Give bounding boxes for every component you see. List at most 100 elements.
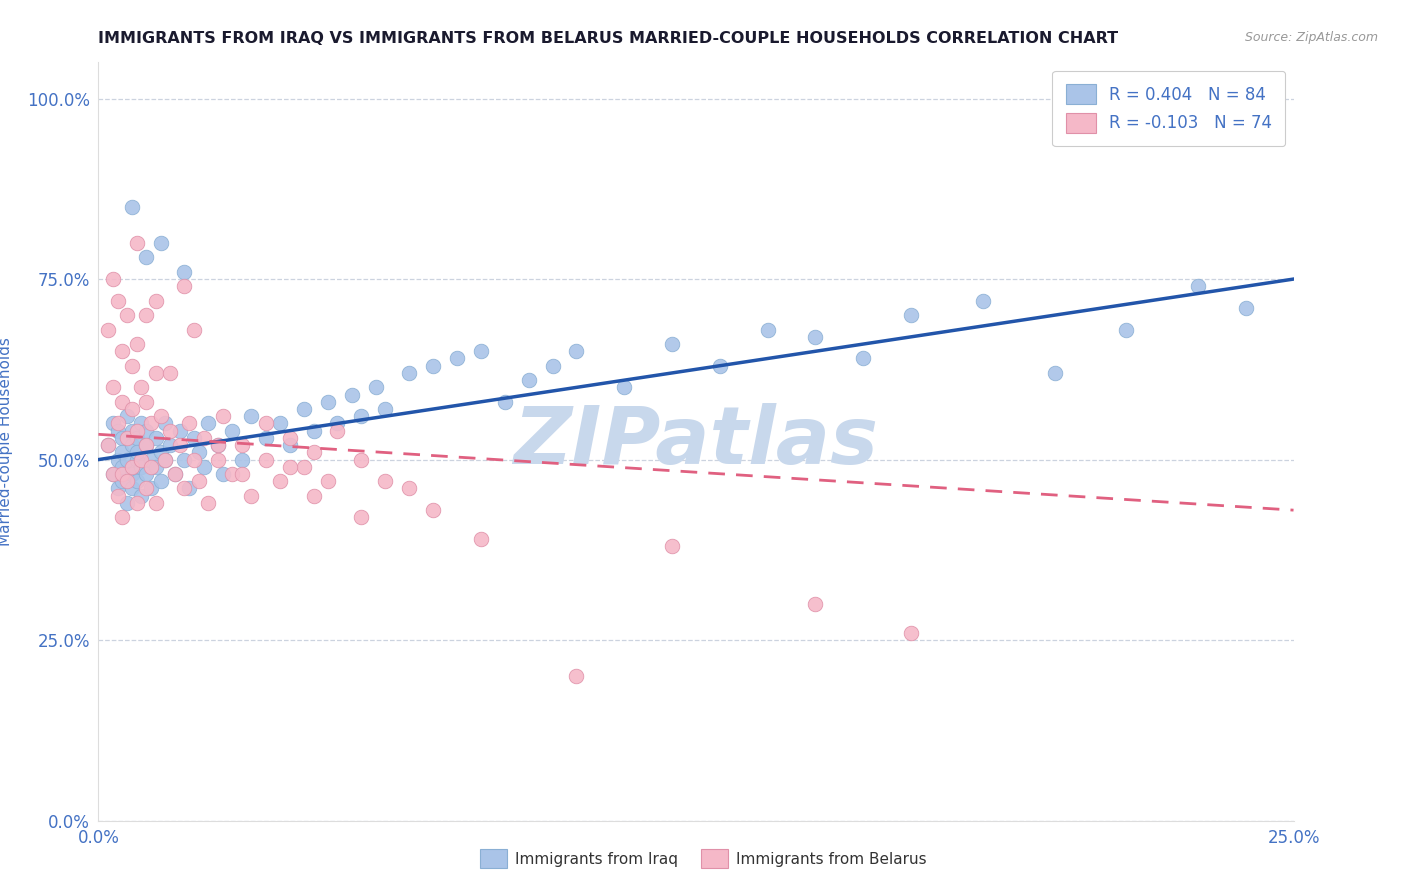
Point: [302, 489, 325, 503]
Point: [254, 452, 277, 467]
Point: [145, 431, 167, 445]
Point: [107, 293, 129, 308]
Point: [231, 438, 253, 452]
Point: [398, 366, 420, 380]
Point: [565, 344, 588, 359]
Point: [173, 279, 195, 293]
Point: [302, 424, 325, 438]
Point: [135, 438, 157, 452]
Point: [125, 337, 148, 351]
Point: [135, 467, 157, 481]
Point: [446, 351, 468, 366]
Point: [115, 496, 138, 510]
Point: [240, 489, 263, 503]
Point: [125, 431, 148, 445]
Point: [125, 496, 148, 510]
Point: [97, 438, 120, 452]
Point: [179, 417, 201, 431]
Point: [422, 359, 444, 373]
Point: [207, 438, 229, 452]
Point: [756, 323, 779, 337]
Point: [159, 366, 181, 380]
Point: [183, 431, 205, 445]
Point: [121, 402, 143, 417]
Point: [149, 409, 172, 424]
Point: [350, 452, 373, 467]
Point: [101, 380, 124, 394]
Y-axis label: Married-couple Households: Married-couple Households: [0, 337, 13, 546]
Legend: R = 0.404   N = 84, R = -0.103   N = 74: R = 0.404 N = 84, R = -0.103 N = 74: [1052, 70, 1285, 146]
Point: [135, 482, 157, 496]
Point: [804, 330, 827, 344]
Point: [254, 431, 277, 445]
Point: [269, 475, 291, 489]
Point: [115, 308, 138, 322]
Point: [517, 373, 540, 387]
Point: [278, 459, 301, 474]
Point: [131, 459, 153, 474]
Point: [121, 359, 143, 373]
Point: [131, 489, 153, 503]
Point: [135, 424, 157, 438]
Point: [125, 424, 148, 438]
Point: [183, 452, 205, 467]
Point: [211, 467, 233, 481]
Point: [111, 459, 134, 474]
Point: [852, 351, 875, 366]
Point: [107, 482, 129, 496]
Point: [173, 265, 195, 279]
Point: [155, 417, 177, 431]
Point: [125, 452, 148, 467]
Point: [1234, 301, 1257, 315]
Point: [121, 459, 143, 474]
Point: [173, 452, 195, 467]
Point: [121, 438, 143, 452]
Point: [163, 467, 186, 481]
Point: [121, 200, 143, 214]
Point: [173, 482, 195, 496]
Point: [159, 424, 181, 438]
Point: [193, 459, 215, 474]
Point: [135, 308, 157, 322]
Point: [139, 459, 162, 474]
Point: [135, 394, 157, 409]
Point: [1115, 323, 1137, 337]
Point: [169, 424, 191, 438]
Point: [207, 452, 229, 467]
Point: [121, 467, 143, 481]
Point: [131, 380, 153, 394]
Point: [398, 482, 420, 496]
Point: [155, 452, 177, 467]
Legend: Immigrants from Iraq, Immigrants from Belarus: Immigrants from Iraq, Immigrants from Be…: [472, 841, 934, 875]
Point: [107, 452, 129, 467]
Point: [135, 438, 157, 452]
Point: [541, 359, 564, 373]
Point: [131, 452, 153, 467]
Point: [101, 417, 124, 431]
Point: [187, 475, 209, 489]
Point: [101, 467, 124, 481]
Point: [107, 417, 129, 431]
Point: [149, 475, 172, 489]
Point: [125, 445, 148, 459]
Text: Source: ZipAtlas.com: Source: ZipAtlas.com: [1244, 31, 1378, 45]
Point: [101, 467, 124, 481]
Point: [240, 409, 263, 424]
Point: [97, 323, 120, 337]
Point: [145, 459, 167, 474]
Point: [125, 475, 148, 489]
Point: [231, 467, 253, 481]
Point: [364, 380, 387, 394]
Point: [111, 394, 134, 409]
Point: [804, 597, 827, 611]
Point: [316, 394, 339, 409]
Point: [149, 235, 172, 250]
Point: [292, 459, 315, 474]
Point: [111, 445, 134, 459]
Point: [565, 669, 588, 683]
Point: [163, 467, 186, 481]
Point: [374, 475, 396, 489]
Point: [145, 293, 167, 308]
Point: [470, 344, 492, 359]
Point: [139, 482, 162, 496]
